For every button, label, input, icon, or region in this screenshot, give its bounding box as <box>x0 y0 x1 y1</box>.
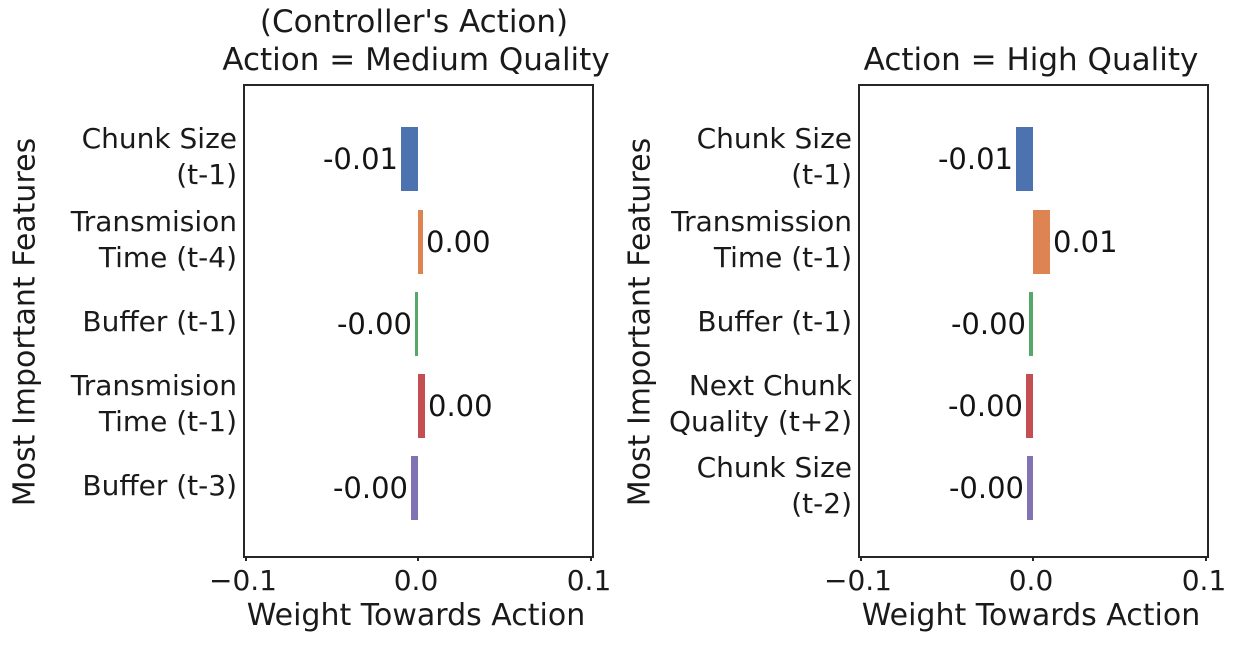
bar-negative <box>1029 292 1033 356</box>
subplot2-plot-area: -0.01 0.01 -0.00 -0.00 -0.00 <box>858 84 1209 561</box>
bar-value-label: -0.01 <box>937 142 1013 176</box>
bar-value-label: -0.00 <box>332 471 408 505</box>
bar-positive <box>418 374 425 438</box>
subplot2-xtick-neg: −0.1 <box>824 564 892 597</box>
y-tick-label: Buffer (t-3) <box>82 469 237 502</box>
y-tick-label: Buffer (t-1) <box>82 305 237 338</box>
y-tick-label: Transmission Time (t-1) <box>671 205 852 274</box>
subplot1-y-axis-label: Most Important Features <box>7 137 43 507</box>
bar-value-label: -0.00 <box>336 307 412 341</box>
subplot1-xtick-neg: −0.1 <box>209 564 277 597</box>
subplot1-xtick-zero: 0.0 <box>393 564 439 597</box>
y-tick-label: Transmision Time (t-1) <box>70 369 237 438</box>
bar-negative <box>411 456 418 520</box>
y-tick-label: Transmision Time (t-4) <box>70 205 237 274</box>
y-tick-label: Next Chunk Quality (t+2) <box>668 369 852 438</box>
bar-positive <box>418 210 423 274</box>
figure-suptitle: (Controller's Action) <box>259 4 569 40</box>
x-tick-mark <box>1032 556 1034 561</box>
bar-negative <box>1026 374 1033 438</box>
bar-value-label: 0.00 <box>426 225 491 259</box>
y-tick-label: Chunk Size (t-1) <box>696 122 852 191</box>
subplot1-title: Action = Medium Quality <box>222 42 610 78</box>
bar-negative <box>415 292 418 356</box>
x-tick-mark <box>860 556 862 561</box>
x-tick-mark <box>417 556 419 561</box>
subplot2-title: Action = High Quality <box>863 42 1199 78</box>
subplot2-xtick-pos: 0.1 <box>1181 564 1227 597</box>
bar-negative <box>401 127 418 191</box>
bar-value-label: -0.00 <box>947 389 1023 423</box>
bar-value-label: 0.00 <box>428 389 493 423</box>
bar-positive <box>1033 210 1050 274</box>
bar-negative <box>1016 127 1033 191</box>
y-tick-label: Chunk Size (t-1) <box>81 122 237 191</box>
subplot1-xtick-pos: 0.1 <box>566 564 612 597</box>
bar-value-label: -0.00 <box>948 471 1024 505</box>
subplot2-xtick-zero: 0.0 <box>1008 564 1054 597</box>
subplot2-x-axis-label: Weight Towards Action <box>861 598 1201 633</box>
subplot1-plot-area: -0.01 0.00 -0.00 0.00 -0.00 <box>243 84 594 561</box>
subplot2-y-axis-label: Most Important Features <box>622 137 658 507</box>
bar-negative <box>1027 456 1033 520</box>
y-tick-label: Chunk Size (t-2) <box>696 451 852 520</box>
y-tick-label: Buffer (t-1) <box>697 305 852 338</box>
x-tick-mark <box>245 556 247 561</box>
bar-value-label: 0.01 <box>1053 225 1118 259</box>
x-tick-mark <box>590 556 592 561</box>
x-tick-mark <box>1205 556 1207 561</box>
subplot1-x-axis-label: Weight Towards Action <box>246 598 586 633</box>
bar-value-label: -0.01 <box>322 142 398 176</box>
bar-value-label: -0.00 <box>950 307 1026 341</box>
